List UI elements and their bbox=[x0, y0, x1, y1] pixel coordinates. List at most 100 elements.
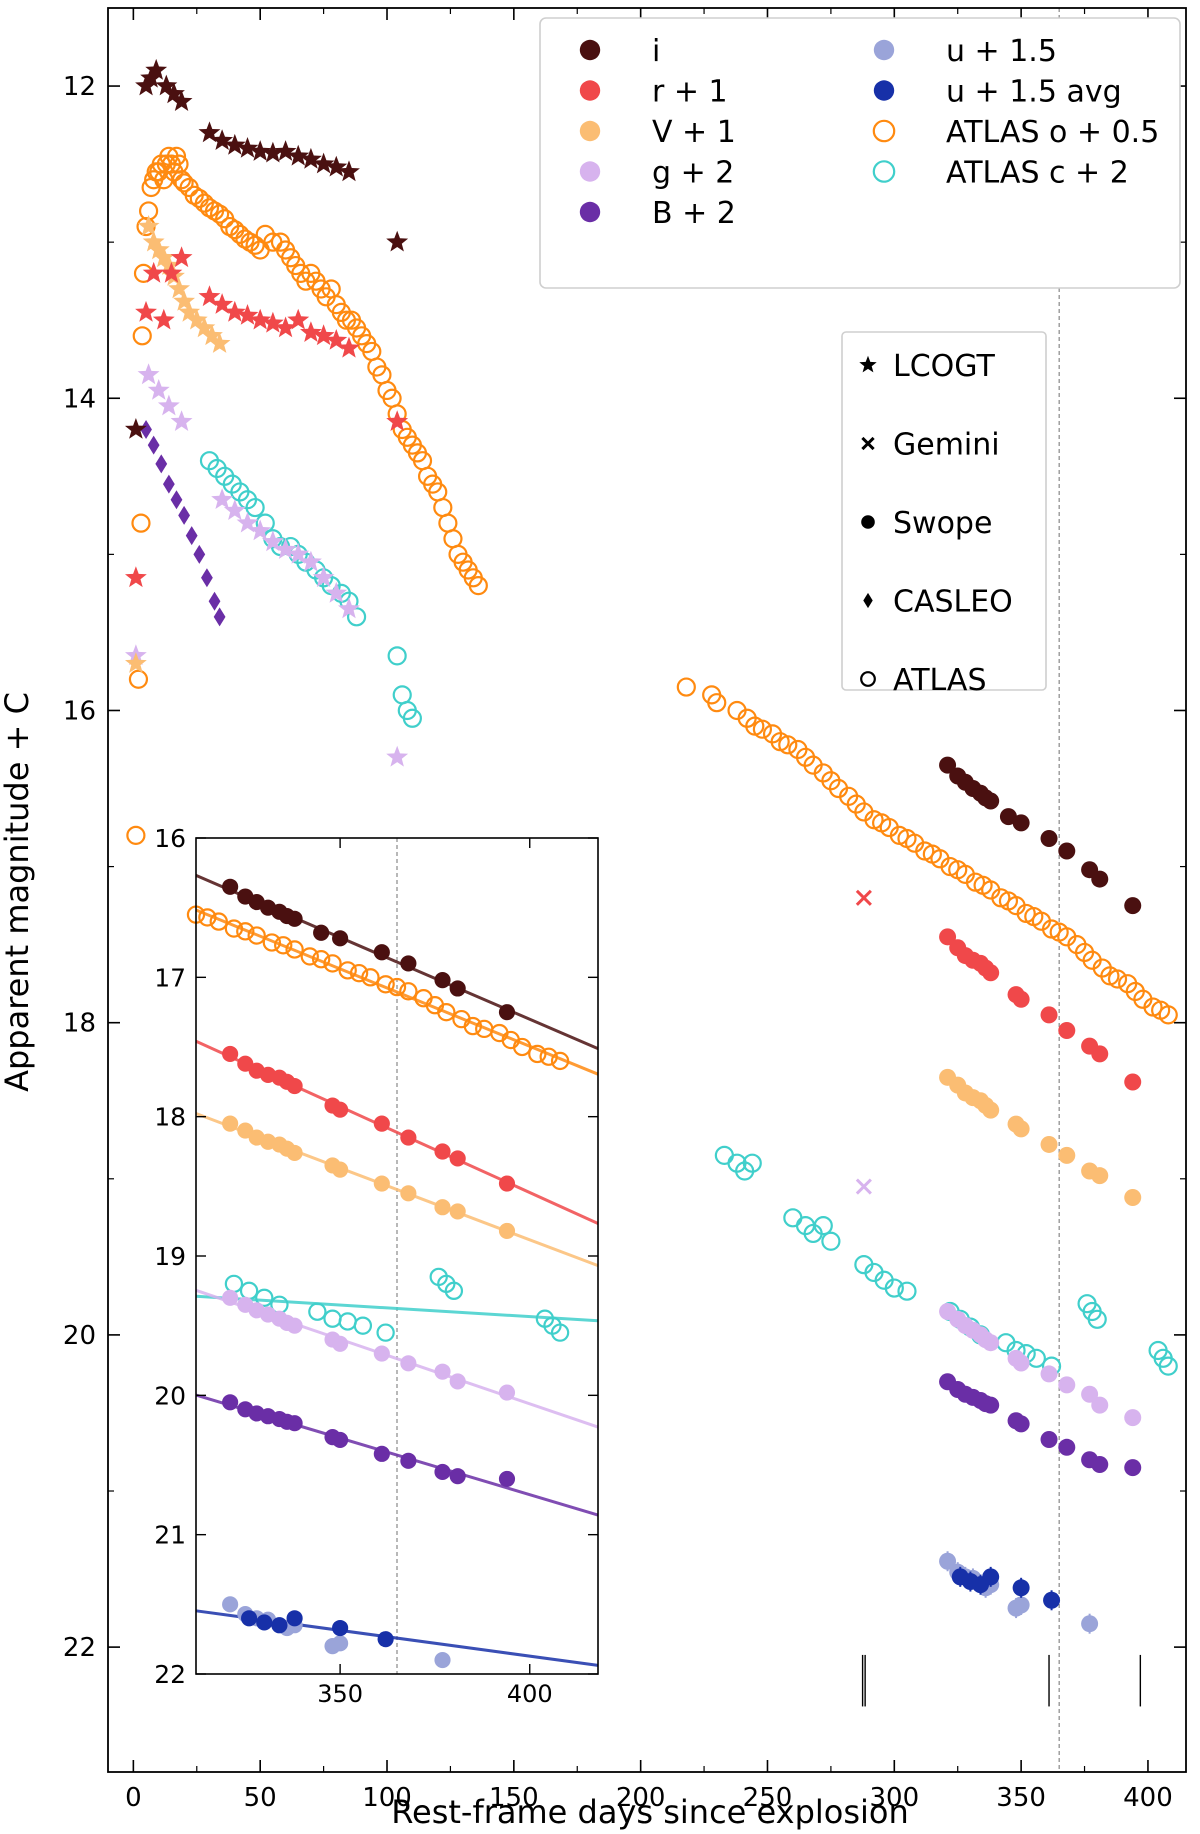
inset-point-o bbox=[338, 961, 357, 980]
x-tick-label: 350 bbox=[996, 1783, 1046, 1813]
inset-point-o bbox=[437, 1002, 456, 1022]
data-point-V bbox=[1040, 1135, 1058, 1153]
data-point-o bbox=[245, 235, 265, 255]
inset-y-tick-label: 22 bbox=[154, 1660, 186, 1689]
data-point-V bbox=[1124, 1189, 1142, 1207]
legend-marker-uavg bbox=[873, 80, 895, 101]
data-point-B bbox=[1058, 1438, 1076, 1456]
instrument-marker-lcogt bbox=[859, 355, 877, 373]
instrument-marker-casleo bbox=[863, 592, 873, 609]
y-tick-label: 22 bbox=[63, 1633, 96, 1663]
data-point-i bbox=[982, 792, 1000, 810]
data-point-g bbox=[300, 550, 322, 572]
data-point-r bbox=[249, 308, 272, 330]
data-point-r bbox=[142, 261, 165, 283]
inset-point-o bbox=[387, 977, 407, 997]
data-point-r bbox=[274, 316, 297, 338]
data-point-r bbox=[939, 928, 957, 946]
data-point-o bbox=[1158, 1005, 1178, 1025]
data-point-i bbox=[939, 756, 957, 774]
data-point-g bbox=[261, 530, 284, 552]
x-tick-label: 250 bbox=[743, 1783, 793, 1813]
inset-point-uavg bbox=[332, 1619, 349, 1637]
band-legend-frame bbox=[539, 17, 1181, 289]
data-point-r bbox=[300, 321, 322, 342]
data-point-B bbox=[213, 607, 226, 627]
inset-point-o bbox=[323, 954, 342, 973]
data-point-r bbox=[223, 300, 246, 322]
inset-point-i bbox=[498, 1004, 516, 1021]
inset-y-tick-label: 17 bbox=[154, 963, 186, 992]
data-point-c bbox=[821, 1231, 841, 1251]
x-axis-label: Rest-frame days since explosion bbox=[391, 1793, 909, 1831]
data-point-uavg bbox=[1012, 1579, 1030, 1597]
inset-point-o bbox=[349, 963, 369, 983]
data-point-i bbox=[325, 155, 348, 177]
data-point-g bbox=[274, 538, 297, 559]
data-point-o bbox=[174, 173, 194, 193]
data-point-i bbox=[236, 137, 259, 158]
data-point-r bbox=[1058, 1021, 1076, 1039]
data-point-c bbox=[742, 1153, 762, 1173]
data-point-r bbox=[338, 336, 360, 358]
inset-point-g bbox=[222, 1289, 239, 1306]
inset-point-i bbox=[222, 878, 239, 895]
data-point-B bbox=[982, 1396, 1000, 1414]
data-point-g bbox=[211, 488, 234, 509]
inset-point-B bbox=[373, 1445, 390, 1462]
y-axis-label: Apparent magnitude + C bbox=[0, 692, 36, 1092]
inset-point-o bbox=[300, 947, 319, 966]
inset-x-tick-label: 350 bbox=[317, 1680, 363, 1708]
legend-label-r: r + 1 bbox=[652, 75, 728, 110]
inset-point-V bbox=[286, 1144, 303, 1161]
data-point-o bbox=[676, 677, 696, 697]
inset-point-B bbox=[449, 1468, 466, 1485]
data-point-g bbox=[223, 499, 246, 520]
inset-point-o bbox=[311, 950, 331, 969]
inset-point-g bbox=[286, 1317, 303, 1334]
data-point-o bbox=[210, 204, 230, 224]
data-point-r bbox=[325, 329, 348, 350]
data-point-i bbox=[287, 144, 310, 166]
inset-point-o bbox=[198, 908, 217, 927]
y-tick-label: 18 bbox=[63, 1009, 96, 1039]
x-tick-label: 0 bbox=[125, 1783, 142, 1813]
data-point-u bbox=[939, 1552, 957, 1570]
data-point-i bbox=[312, 152, 335, 174]
data-point-B bbox=[201, 568, 213, 588]
data-point-B bbox=[155, 454, 168, 474]
inset-point-c bbox=[550, 1323, 570, 1342]
instrument-label-atlas: ATLAS bbox=[893, 663, 987, 698]
data-point-i bbox=[125, 418, 147, 439]
inset-point-i bbox=[332, 930, 349, 947]
x-tick-label: 150 bbox=[489, 1783, 539, 1813]
data-point-V bbox=[208, 332, 231, 353]
inset-point-g bbox=[434, 1363, 451, 1380]
inset-point-V bbox=[222, 1115, 239, 1132]
data-point-o bbox=[166, 146, 187, 166]
data-point-r bbox=[1012, 990, 1030, 1008]
inset-point-i bbox=[434, 972, 451, 989]
inset-point-B bbox=[498, 1470, 516, 1488]
legend-label-uavg: u + 1.5 avg bbox=[946, 75, 1122, 110]
legend-marker-V bbox=[579, 120, 601, 142]
instrument-legend: LCOGT Gemini Swope CASLEO ATLAS bbox=[841, 331, 1047, 698]
inset-frame bbox=[195, 837, 599, 1675]
inset-point-uavg bbox=[286, 1610, 303, 1627]
data-point-B bbox=[170, 490, 183, 510]
data-point-g bbox=[982, 1334, 1000, 1352]
data-point-o bbox=[468, 575, 488, 596]
main-axis-ticks: 0 50 100 150 200 250 300 350 400 12 14 16 18 20 22 bbox=[63, 8, 1186, 1813]
data-point-r bbox=[198, 285, 221, 307]
inset-point-r bbox=[332, 1101, 349, 1118]
inset-point-r bbox=[400, 1129, 417, 1146]
data-point-o bbox=[235, 229, 255, 249]
data-point-r bbox=[855, 889, 872, 906]
data-point-g bbox=[338, 597, 360, 619]
data-point-i bbox=[1012, 814, 1030, 832]
inset-point-g bbox=[373, 1345, 390, 1362]
data-point-c bbox=[387, 646, 407, 666]
data-point-r bbox=[125, 566, 147, 588]
inset-axis-ticks: 16 17 18 19 20 21 22 350 400 bbox=[154, 824, 598, 1708]
